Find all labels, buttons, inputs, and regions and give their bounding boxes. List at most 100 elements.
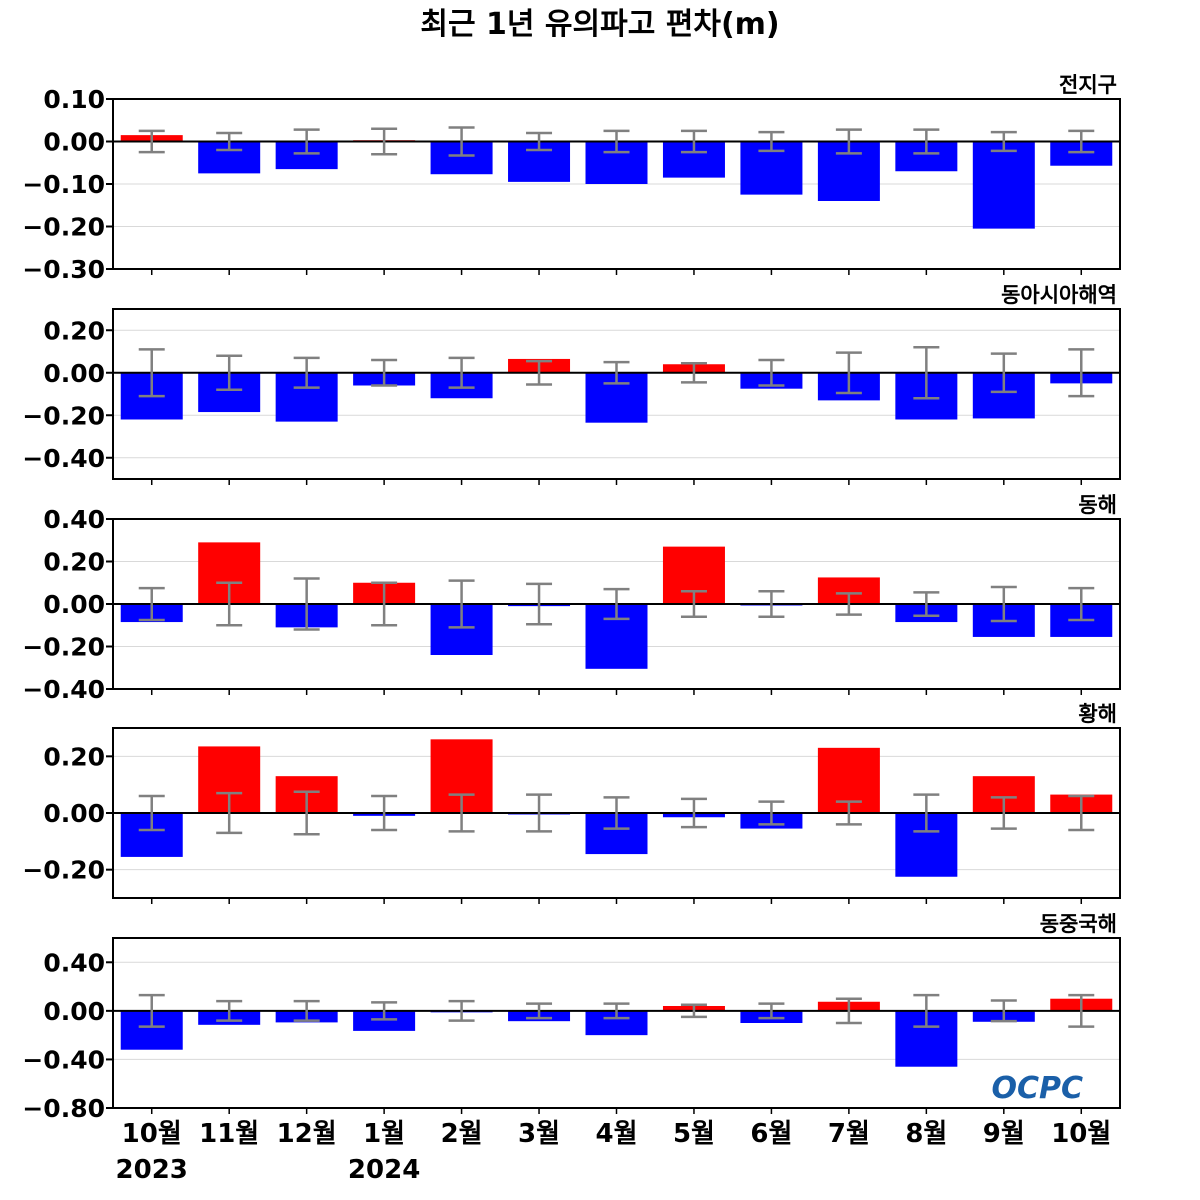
error-bar-6	[526, 582, 553, 626]
y-tick-label: 0.10	[43, 85, 105, 114]
error-bar-13	[1068, 794, 1095, 832]
error-bar-5	[448, 999, 475, 1022]
error-bar-11	[913, 591, 940, 617]
error-bar-1	[138, 993, 165, 1028]
error-bar-1	[138, 794, 165, 832]
ocpc-logo: OCPC	[991, 1071, 1083, 1106]
error-bar-1	[138, 129, 165, 154]
error-bar-4	[371, 127, 398, 156]
error-bar-10	[835, 128, 862, 155]
chart-panels: 전지구 0.10 0.00 −0.10 −0.20 −0.30 동아시아해역 0.20 0.00…	[22, 73, 1121, 1123]
error-bar-9	[758, 130, 785, 153]
y-tick-label: −0.20	[22, 633, 105, 662]
error-bar-9	[758, 358, 785, 387]
region-label: 전지구	[1059, 73, 1117, 97]
x-tick-label: 6월	[750, 1119, 792, 1149]
error-bar-12	[990, 130, 1017, 153]
error-bar-3	[293, 999, 320, 1022]
panel-2: 동아시아해역 0.20 0.00 −0.20 −0.40	[22, 283, 1121, 485]
error-bar-2	[216, 791, 243, 835]
x-tick-label: 2월	[441, 1119, 483, 1149]
ocpc-logo-text: OCPC	[991, 1071, 1083, 1106]
x-tick-label: 7월	[828, 1119, 870, 1149]
error-bar-7	[603, 129, 630, 154]
error-bar-2	[216, 999, 243, 1022]
error-bar-5	[448, 579, 475, 629]
x-tick-label: 3월	[518, 1119, 560, 1149]
error-bar-7	[603, 1002, 630, 1020]
y-tick-label: 0.40	[43, 505, 105, 534]
y-tick-label: −0.80	[22, 1094, 105, 1123]
panel-1: 전지구 0.10 0.00 −0.10 −0.20 −0.30	[22, 73, 1121, 284]
panel-5: 동중국해 0.40 0.00 −0.40 −0.80	[22, 912, 1121, 1123]
region-label: 동중국해	[1040, 912, 1117, 936]
error-bar-10	[835, 800, 862, 826]
error-bar-1	[138, 348, 165, 398]
x-tick-label: 10월	[122, 1119, 182, 1149]
error-bar-7	[603, 360, 630, 385]
error-bar-8	[680, 590, 707, 618]
region-label: 황해	[1078, 702, 1117, 726]
error-bar-8	[680, 129, 707, 154]
error-bar-8	[680, 797, 707, 829]
y-tick-label: 0.00	[43, 128, 105, 157]
error-bar-12	[990, 796, 1017, 830]
error-bar-5	[448, 356, 475, 389]
error-bar-4	[371, 1001, 398, 1021]
y-tick-label: −0.20	[22, 401, 105, 430]
x-tick-label: 4월	[595, 1119, 637, 1149]
y-tick-label: 0.20	[43, 548, 105, 577]
y-tick-label: −0.30	[22, 255, 105, 284]
y-tick-label: −0.40	[22, 444, 105, 473]
bar-4	[353, 1010, 416, 1031]
error-bar-1	[138, 586, 165, 622]
error-bar-10	[835, 351, 862, 395]
error-bar-13	[1068, 348, 1095, 398]
chart-title: 최근 1년 유의파고 편차(m)	[420, 7, 779, 42]
error-bar-12	[990, 585, 1017, 623]
error-bar-12	[990, 352, 1017, 394]
year-label: 2024	[348, 1155, 420, 1185]
error-bar-9	[758, 1002, 785, 1020]
y-tick-label: −0.20	[22, 213, 105, 242]
error-bar-6	[526, 1002, 553, 1020]
panel-4: 황해 0.20 0.00 −0.20	[22, 702, 1121, 904]
y-tick-label: 0.00	[43, 799, 105, 828]
error-bar-11	[913, 346, 940, 400]
error-bar-11	[913, 793, 940, 833]
error-bar-3	[293, 790, 320, 836]
error-bar-10	[835, 997, 862, 1025]
error-bar-8	[680, 361, 707, 384]
y-tick-label: 0.00	[43, 997, 105, 1026]
x-tick-label: 10월	[1051, 1119, 1111, 1149]
y-tick-label: 0.00	[43, 590, 105, 619]
error-bar-6	[526, 359, 553, 386]
y-tick-label: −0.10	[22, 170, 105, 199]
y-tick-label: 0.20	[43, 742, 105, 771]
error-bar-13	[1068, 129, 1095, 154]
error-bar-5	[448, 126, 475, 157]
year-label: 2023	[116, 1155, 188, 1185]
error-bar-6	[526, 131, 553, 152]
error-bar-7	[603, 587, 630, 621]
error-bar-6	[526, 793, 553, 833]
error-bar-4	[371, 358, 398, 387]
y-tick-label: 0.20	[43, 316, 105, 345]
y-tick-label: 0.40	[43, 948, 105, 977]
error-bar-9	[758, 800, 785, 826]
y-tick-label: −0.20	[22, 856, 105, 885]
error-bar-3	[293, 577, 320, 631]
x-axis: 10월 11월 12월 1월 2월 3월 4월 5월 6월 7월 8월 9월 10월 2023 2024	[116, 1119, 1112, 1185]
error-bar-4	[371, 794, 398, 832]
error-bar-11	[913, 128, 940, 155]
error-bar-4	[371, 581, 398, 627]
error-bar-13	[1068, 993, 1095, 1028]
error-bar-7	[603, 796, 630, 830]
x-tick-label: 5월	[673, 1119, 715, 1149]
error-bar-8	[680, 1003, 707, 1019]
region-label: 동아시아해역	[1001, 283, 1117, 307]
error-bar-9	[758, 590, 785, 618]
error-bar-5	[448, 793, 475, 833]
error-bar-12	[990, 999, 1017, 1023]
